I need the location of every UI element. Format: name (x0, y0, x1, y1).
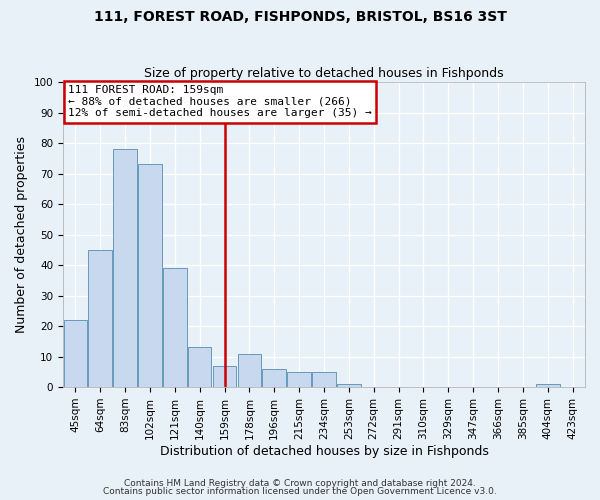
Bar (163, 268, 187, 387)
Bar (337, 384, 361, 387)
Text: 111 FOREST ROAD: 159sqm
← 88% of detached houses are smaller (266)
12% of semi-d: 111 FOREST ROAD: 159sqm ← 88% of detache… (68, 85, 372, 118)
Text: 111, FOREST ROAD, FISHPONDS, BRISTOL, BS16 3ST: 111, FOREST ROAD, FISHPONDS, BRISTOL, BS… (94, 10, 506, 24)
X-axis label: Distribution of detached houses by size in Fishponds: Distribution of detached houses by size … (160, 444, 488, 458)
Title: Size of property relative to detached houses in Fishponds: Size of property relative to detached ho… (144, 66, 504, 80)
Bar (212, 366, 236, 387)
Bar (113, 149, 137, 387)
Bar (536, 384, 560, 387)
Bar (287, 372, 311, 387)
Bar (312, 372, 336, 387)
Bar (238, 354, 261, 387)
Bar (138, 164, 162, 387)
Y-axis label: Number of detached properties: Number of detached properties (15, 136, 28, 333)
Text: Contains HM Land Registry data © Crown copyright and database right 2024.: Contains HM Land Registry data © Crown c… (124, 478, 476, 488)
Bar (188, 348, 211, 387)
Bar (64, 320, 87, 387)
Bar (88, 250, 112, 387)
Text: Contains public sector information licensed under the Open Government Licence v3: Contains public sector information licen… (103, 487, 497, 496)
Bar (262, 369, 286, 387)
